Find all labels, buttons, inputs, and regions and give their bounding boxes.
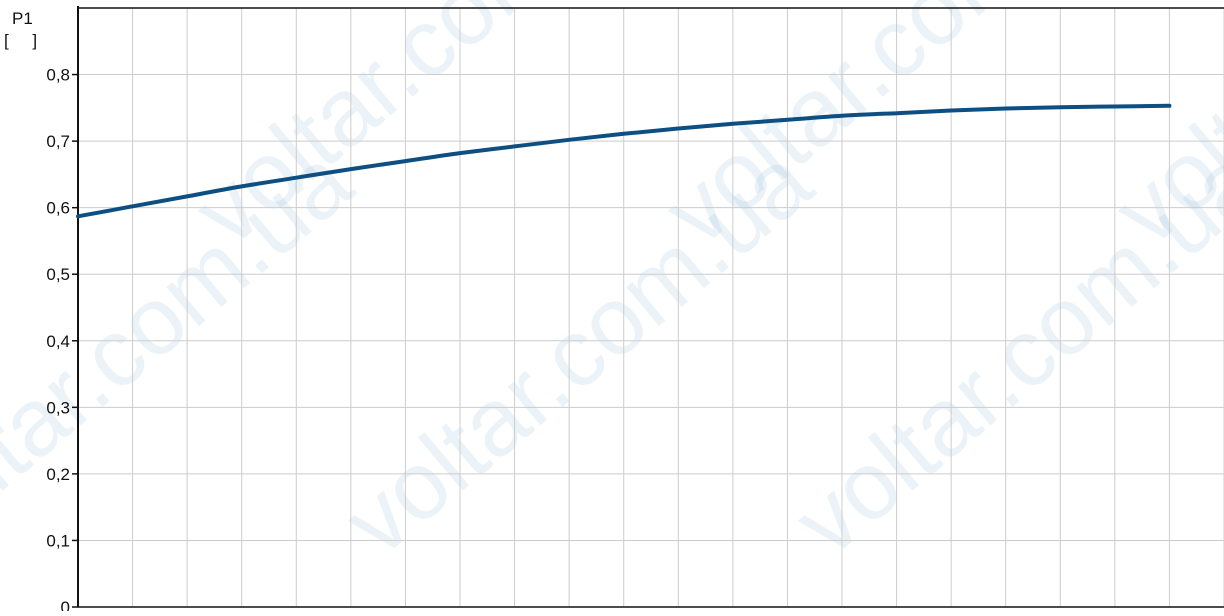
y-tick-label: 0,6 [46,199,70,218]
y-tick-label: 0 [61,598,70,611]
watermark-layer: voltar.com voltar.com voltar.comvoltar.com… [0,0,1224,576]
y-tick-label: 0,4 [46,332,70,351]
axes: 0 0,1 0,2 0,3 0,4 0,5 0,6 0,7 0,8 [46,6,1224,616]
watermark-text: voltar.com.ua [325,127,832,576]
y-axis-unit: [ ] [4,31,37,50]
y-tick-label: 0,7 [46,132,70,151]
labels-layer: P1 [ ] [4,9,37,50]
y-tick-label: 0,3 [46,398,70,417]
grid [77,8,1224,608]
y-tick-label: 0,5 [46,265,70,284]
series-line [76,103,1172,219]
y-tick-label: 0,8 [46,66,70,85]
y-tick-label: 0,1 [46,531,70,550]
series-layer [76,103,1172,219]
y-tick-label: 0,2 [46,465,70,484]
y-axis-label: P1 [12,9,33,28]
